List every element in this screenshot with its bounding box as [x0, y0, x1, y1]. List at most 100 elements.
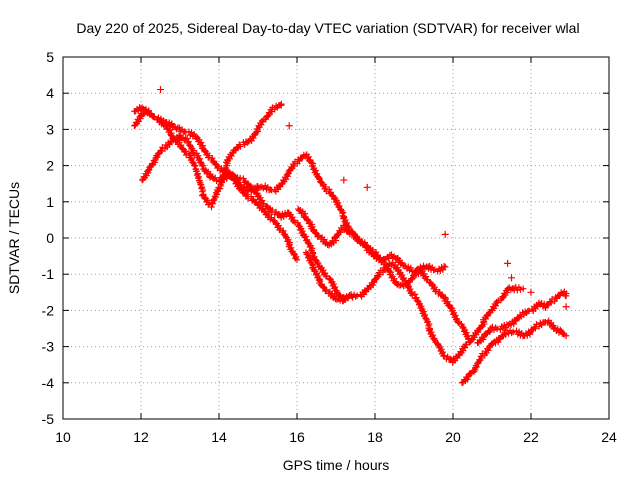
data-point	[429, 331, 436, 339]
data-point	[313, 170, 321, 178]
data-point	[228, 152, 235, 160]
data-point	[287, 244, 295, 252]
data-point	[315, 232, 322, 239]
data-point	[369, 246, 376, 254]
data-point	[322, 287, 329, 295]
data-point	[406, 285, 414, 293]
data-point	[502, 331, 509, 338]
data-point	[557, 326, 564, 334]
data-point	[258, 197, 266, 204]
data-point	[184, 135, 191, 142]
data-point	[314, 233, 321, 240]
data-point	[442, 263, 449, 271]
y-tick-label: 5	[46, 49, 54, 65]
x-tick-label: 12	[133, 429, 149, 445]
data-point	[194, 152, 202, 159]
data-point	[344, 294, 352, 302]
x-tick-label: 20	[445, 429, 461, 445]
data-point	[321, 269, 329, 277]
y-tick-label: -4	[42, 375, 55, 391]
data-point	[346, 230, 354, 238]
data-point	[315, 272, 322, 280]
x-tick-label: 10	[55, 429, 71, 445]
data-point	[422, 273, 430, 280]
data-point	[494, 338, 502, 346]
data-point	[213, 177, 220, 185]
data-point	[314, 259, 322, 267]
data-point	[340, 176, 348, 184]
data-point	[285, 236, 292, 243]
data-point	[438, 346, 445, 353]
data-point	[504, 259, 512, 267]
data-point	[153, 153, 161, 161]
data-point	[302, 233, 309, 240]
data-point	[299, 228, 306, 235]
data-point	[385, 255, 392, 262]
data-point	[524, 308, 531, 315]
data-point	[237, 181, 244, 188]
data-point	[428, 328, 435, 336]
data-point	[307, 255, 314, 263]
data-point	[237, 143, 244, 150]
data-point	[177, 141, 185, 149]
data-point	[461, 344, 469, 351]
data-point	[187, 152, 194, 159]
data-point	[407, 264, 415, 271]
data-point	[363, 183, 371, 191]
data-point	[151, 113, 158, 121]
data-point	[439, 348, 446, 356]
data-points	[131, 86, 570, 386]
y-tick-label: -1	[42, 266, 55, 282]
data-point	[190, 147, 197, 154]
data-point	[312, 167, 319, 174]
data-point	[185, 138, 192, 145]
x-tick-label: 22	[523, 429, 539, 445]
data-point	[510, 320, 517, 328]
data-point	[493, 325, 501, 333]
data-point	[422, 315, 430, 322]
data-point	[430, 267, 437, 274]
y-tick-label: 0	[46, 230, 54, 246]
data-point	[188, 155, 195, 162]
y-tick-label: -2	[42, 302, 55, 318]
data-point	[508, 274, 515, 282]
y-axis-label: SDTVAR / TECUs	[6, 182, 22, 294]
data-point	[157, 86, 164, 94]
data-point	[474, 328, 482, 336]
x-tick-label: 14	[211, 429, 227, 445]
data-point	[463, 329, 470, 336]
data-point	[562, 332, 570, 339]
data-point	[196, 155, 203, 162]
data-point	[336, 202, 343, 210]
data-point	[413, 294, 420, 301]
data-point	[440, 263, 448, 270]
data-point	[478, 354, 485, 362]
data-point	[309, 250, 317, 257]
data-point	[473, 363, 480, 371]
data-point	[168, 120, 176, 127]
data-point	[517, 286, 524, 293]
data-point	[441, 230, 449, 238]
data-point	[145, 167, 152, 174]
data-point	[418, 302, 425, 310]
data-point	[158, 147, 165, 155]
data-point	[520, 285, 527, 292]
data-point	[433, 286, 440, 293]
data-point	[421, 311, 429, 319]
data-point	[327, 189, 335, 196]
data-point	[292, 253, 300, 261]
data-point	[243, 191, 251, 198]
data-point	[168, 138, 175, 146]
y-tick-label: 2	[46, 158, 54, 174]
data-point	[285, 122, 293, 130]
data-point	[330, 280, 337, 288]
data-point	[343, 219, 351, 227]
y-tick-label: -3	[42, 339, 55, 355]
data-point	[353, 292, 361, 299]
data-point	[452, 312, 459, 319]
data-point	[425, 320, 433, 328]
data-point	[408, 288, 415, 296]
data-point	[527, 288, 535, 296]
